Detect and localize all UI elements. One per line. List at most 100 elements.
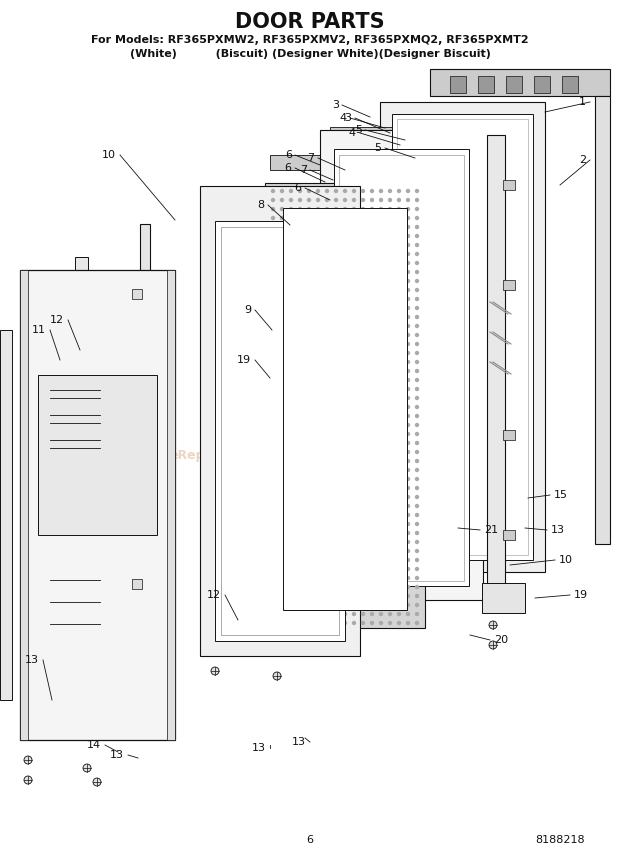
Circle shape <box>326 334 329 336</box>
Circle shape <box>290 235 293 237</box>
Circle shape <box>361 217 365 219</box>
Polygon shape <box>339 155 464 581</box>
Text: 7: 7 <box>307 153 314 163</box>
Polygon shape <box>503 430 515 440</box>
Circle shape <box>407 540 409 544</box>
Circle shape <box>308 225 311 229</box>
Circle shape <box>407 468 409 472</box>
Circle shape <box>316 261 319 265</box>
Circle shape <box>379 199 383 201</box>
Text: 4: 4 <box>340 113 347 123</box>
Circle shape <box>343 576 347 580</box>
Circle shape <box>361 540 365 544</box>
Circle shape <box>371 613 373 615</box>
Circle shape <box>361 603 365 607</box>
Circle shape <box>290 316 293 318</box>
Circle shape <box>335 388 337 390</box>
Circle shape <box>379 442 383 444</box>
Circle shape <box>489 641 497 649</box>
Circle shape <box>290 207 293 211</box>
Circle shape <box>316 253 319 255</box>
Circle shape <box>298 235 301 237</box>
Circle shape <box>316 514 319 516</box>
Circle shape <box>290 568 293 570</box>
Circle shape <box>335 442 337 444</box>
Circle shape <box>389 621 391 625</box>
Polygon shape <box>330 127 485 142</box>
Circle shape <box>290 388 293 390</box>
Circle shape <box>298 621 301 625</box>
Circle shape <box>407 280 409 282</box>
Circle shape <box>316 207 319 211</box>
Polygon shape <box>20 270 175 740</box>
Circle shape <box>361 450 365 454</box>
Circle shape <box>361 199 365 201</box>
Circle shape <box>407 298 409 300</box>
Circle shape <box>379 432 383 436</box>
Circle shape <box>308 603 311 607</box>
Circle shape <box>353 298 355 300</box>
Circle shape <box>371 261 373 265</box>
Text: 12: 12 <box>50 315 64 325</box>
Circle shape <box>415 468 419 472</box>
Circle shape <box>415 514 419 516</box>
Circle shape <box>397 478 401 480</box>
Circle shape <box>343 442 347 444</box>
Circle shape <box>397 324 401 328</box>
Circle shape <box>353 603 355 607</box>
Circle shape <box>280 568 283 570</box>
Circle shape <box>326 342 329 346</box>
Circle shape <box>353 388 355 390</box>
Circle shape <box>407 217 409 219</box>
Circle shape <box>397 207 401 211</box>
Circle shape <box>397 460 401 462</box>
Circle shape <box>290 540 293 544</box>
Circle shape <box>298 586 301 589</box>
Circle shape <box>298 396 301 400</box>
Circle shape <box>407 460 409 462</box>
Circle shape <box>371 406 373 408</box>
Circle shape <box>335 603 337 607</box>
Circle shape <box>353 324 355 328</box>
Circle shape <box>415 396 419 400</box>
Circle shape <box>343 261 347 265</box>
Circle shape <box>397 388 401 390</box>
Circle shape <box>397 235 401 237</box>
Circle shape <box>272 199 275 201</box>
Circle shape <box>415 243 419 247</box>
Circle shape <box>308 514 311 516</box>
Circle shape <box>298 522 301 526</box>
Circle shape <box>316 189 319 193</box>
Text: 19: 19 <box>574 590 588 600</box>
Circle shape <box>353 595 355 597</box>
Circle shape <box>290 334 293 336</box>
Circle shape <box>407 558 409 562</box>
Circle shape <box>361 261 365 265</box>
Polygon shape <box>20 270 28 740</box>
Circle shape <box>371 586 373 589</box>
Circle shape <box>371 189 373 193</box>
Circle shape <box>407 532 409 534</box>
Circle shape <box>361 460 365 462</box>
Circle shape <box>361 360 365 364</box>
Circle shape <box>290 406 293 408</box>
Circle shape <box>316 334 319 336</box>
Circle shape <box>326 432 329 436</box>
Circle shape <box>316 225 319 229</box>
Circle shape <box>272 540 275 544</box>
Circle shape <box>379 352 383 354</box>
Circle shape <box>415 424 419 426</box>
Circle shape <box>343 414 347 418</box>
Text: DOOR PARTS: DOOR PARTS <box>235 12 385 32</box>
Circle shape <box>361 288 365 292</box>
Circle shape <box>415 414 419 418</box>
Circle shape <box>326 225 329 229</box>
Circle shape <box>371 478 373 480</box>
Circle shape <box>415 334 419 336</box>
Circle shape <box>272 432 275 436</box>
Circle shape <box>272 225 275 229</box>
Circle shape <box>361 595 365 597</box>
Circle shape <box>308 324 311 328</box>
Circle shape <box>379 514 383 516</box>
Text: eReplacementParts.com: eReplacementParts.com <box>170 449 340 461</box>
